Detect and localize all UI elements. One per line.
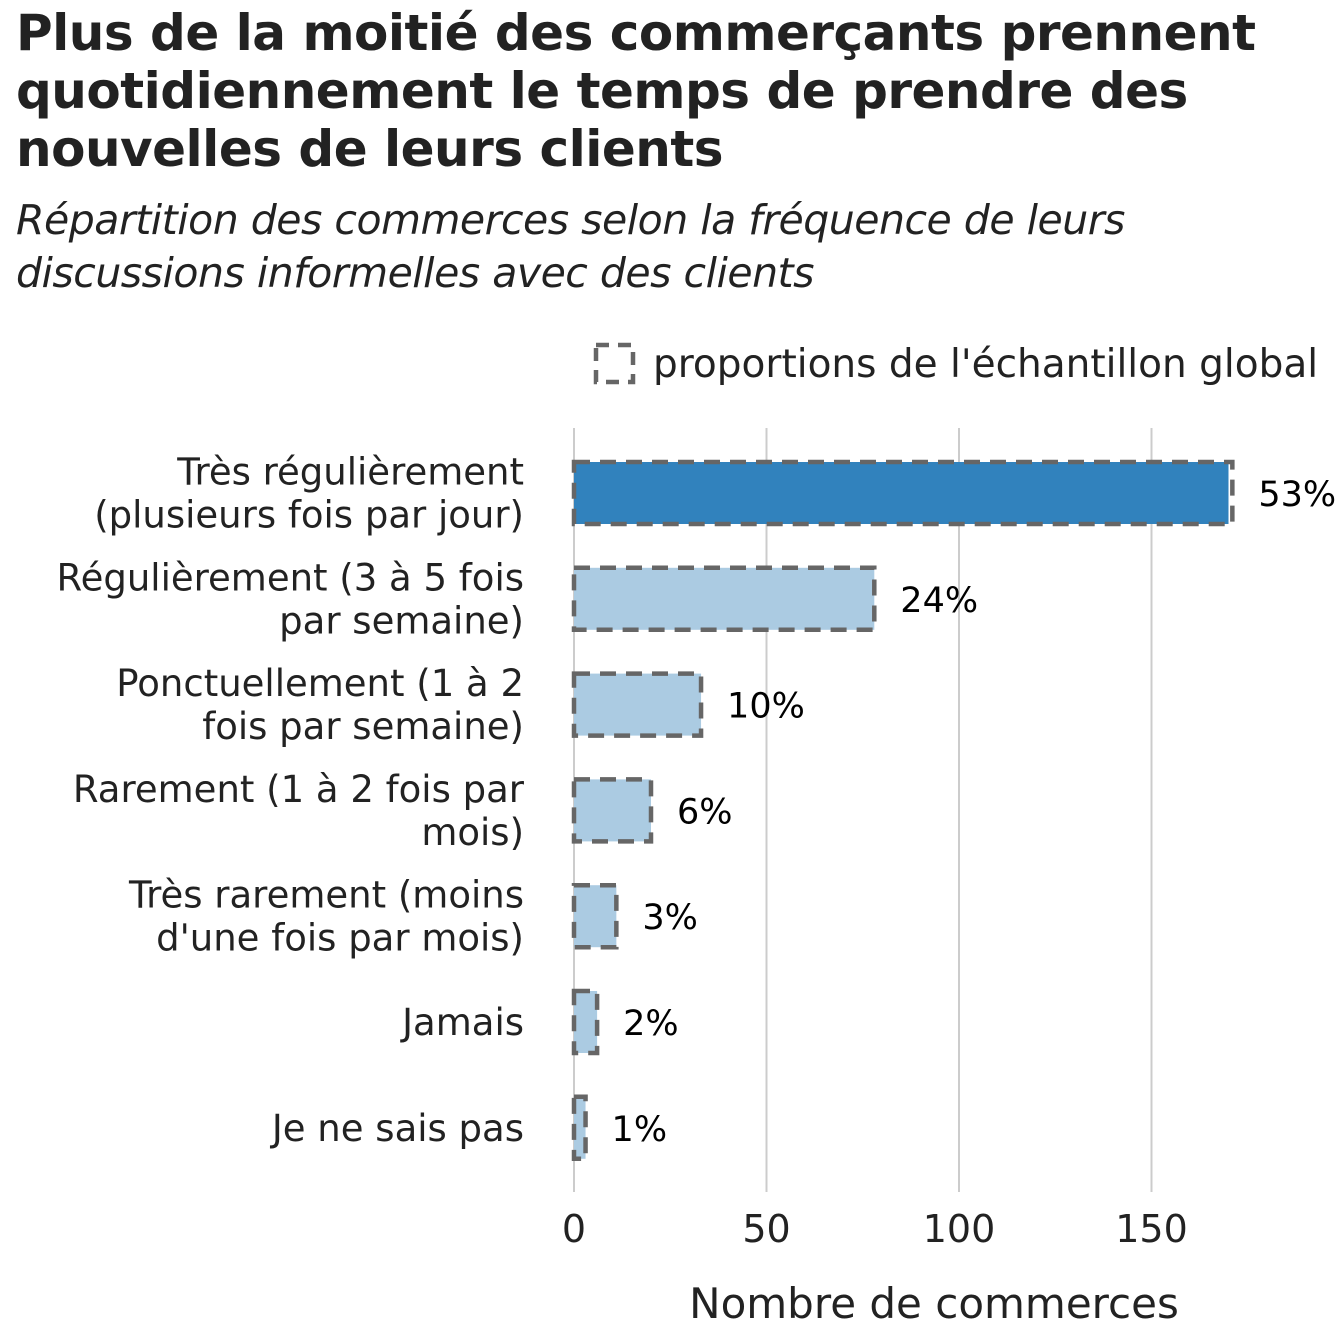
category-label: Jamais (400, 1001, 524, 1044)
x-tick-label: 50 (742, 1207, 790, 1251)
bar (574, 462, 1229, 524)
legend-key-dashed-box (593, 342, 636, 385)
bar (574, 567, 875, 630)
legend: proportions de l'échantillon global (593, 342, 1318, 387)
global-sample-outline (571, 777, 654, 844)
category-label: Ponctuellement (1 à 2 (116, 662, 524, 705)
category-label: Régulièrement (3 à 5 fois (57, 556, 524, 599)
x-tick-labels: 0 50 100 150 (562, 1207, 1188, 1251)
category-label: par semaine) (279, 599, 524, 642)
category-label: fois par semaine) (202, 705, 524, 748)
category-label: mois) (421, 811, 524, 854)
global-sample-outlines (571, 459, 1235, 1162)
x-axis-label: Nombre de commerces (689, 1279, 1179, 1328)
global-sample-outline (571, 671, 704, 738)
gridlines (573, 428, 1153, 1192)
category-label: Très rarement (moins (128, 874, 524, 917)
legend-label: proportions de l'échantillon global (653, 342, 1318, 387)
chart-title: Plus de la moitié des commerçants prenne… (16, 4, 1256, 178)
data-labels: 53% 24% 10% 6% 3% 2% 1% (612, 475, 1337, 1150)
x-tick-label: 100 (923, 1207, 996, 1251)
bar (574, 1096, 586, 1159)
data-label: 53% (1258, 475, 1336, 515)
data-label: 10% (727, 687, 805, 727)
bar (574, 673, 702, 736)
data-label: 2% (623, 1004, 679, 1044)
data-label: 3% (642, 898, 698, 938)
category-label: Je ne sais pas (270, 1107, 524, 1150)
chart-subtitle: Répartition des commerces selon la fréqu… (16, 196, 1125, 297)
x-tick-label: 0 (562, 1207, 586, 1251)
category-label: Rarement (1 à 2 fois par (73, 768, 525, 811)
category-labels: Très régulièrement(plusieurs fois par jo… (57, 451, 525, 1150)
data-label: 24% (900, 581, 978, 621)
x-tick-label: 150 (1115, 1207, 1188, 1251)
bar (574, 885, 617, 948)
global-sample-outline (571, 459, 1235, 527)
data-label: 6% (677, 792, 733, 832)
data-label: 1% (612, 1110, 668, 1150)
category-label: Très régulièrement (176, 451, 524, 494)
bars (574, 462, 1229, 1159)
global-sample-outline (571, 988, 600, 1056)
bar (574, 779, 651, 842)
category-label: (plusieurs fois par jour) (94, 494, 524, 537)
category-label: d'une fois par mois) (156, 917, 524, 960)
global-sample-outline (571, 1094, 588, 1162)
bar (574, 991, 598, 1053)
